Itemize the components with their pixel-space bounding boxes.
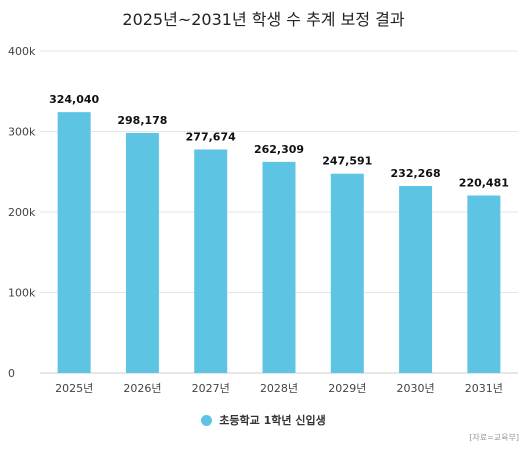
bar[interactable] [125,132,159,373]
data-label: 262,309 [254,143,304,156]
x-tick-label: 2026년 [123,382,161,395]
x-tick-label: 2027년 [192,382,230,395]
y-tick-label: 300k [8,126,36,139]
legend-label: 초등학교 1학년 신입생 [219,414,326,427]
bar[interactable] [330,173,364,373]
bar[interactable] [467,195,501,373]
data-label: 232,268 [391,167,441,180]
legend-marker [201,414,213,426]
x-tick-label: 2031년 [465,382,503,395]
x-tick-label: 2025년 [55,382,93,395]
bar[interactable] [399,186,433,373]
bar[interactable] [57,112,91,373]
data-label: 324,040 [49,93,99,106]
y-tick-label: 100k [8,287,36,300]
bar[interactable] [194,149,228,373]
y-tick-label: 0 [8,367,15,380]
data-label: 277,674 [186,130,236,143]
chart-title: 2025년~2031년 학생 수 추계 보정 결과 [122,10,405,29]
y-tick-label: 200k [8,206,36,219]
data-label: 220,481 [459,177,509,190]
data-labels: 324,040 298,178 277,674 262,309 247,591 232,2… [49,93,509,189]
x-tick-label: 2029년 [328,382,366,395]
data-label: 247,591 [322,155,372,168]
x-tick-label: 2028년 [260,382,298,395]
data-label: 298,178 [117,114,167,127]
x-tick-label: 2030년 [397,382,435,395]
bars [57,112,501,373]
y-tick-label: 400k [8,45,36,58]
y-axis-tick-labels: 0 100k 200k 300k 400k [8,45,36,380]
source-note: [자료=교육부] [469,433,519,442]
bar[interactable] [262,161,296,373]
x-axis-tick-labels: 2025년 2026년 2027년 2028년 2029년 2030년 2031년 [55,382,503,395]
legend: 초등학교 1학년 신입생 [0,412,527,428]
